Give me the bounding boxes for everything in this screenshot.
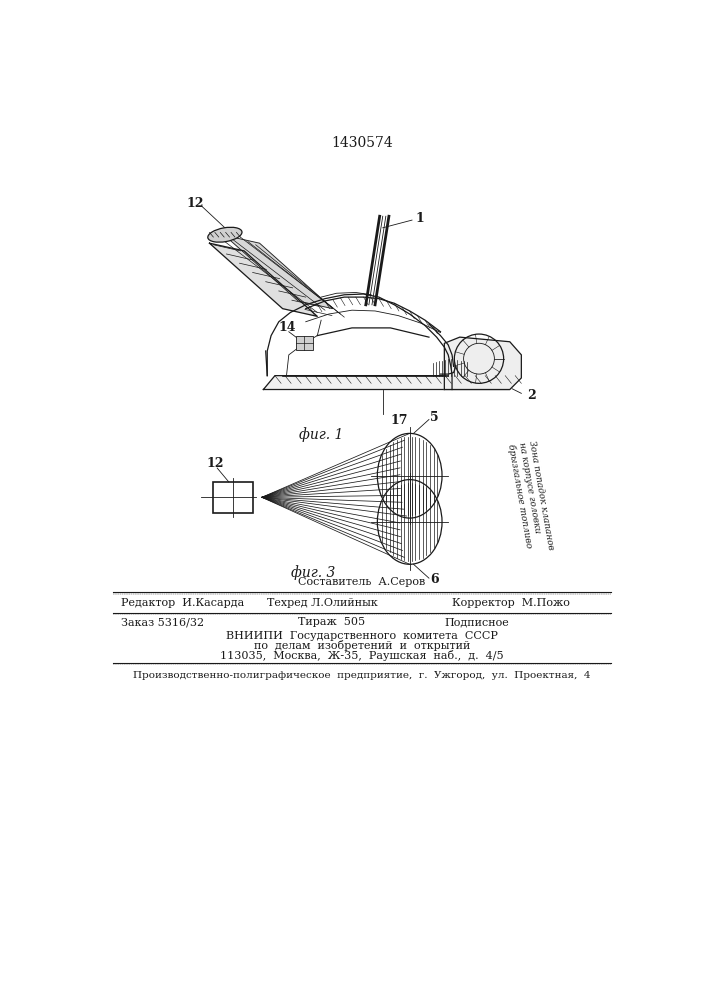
Text: ВНИИПИ  Государственного  комитета  СССР: ВНИИПИ Государственного комитета СССР <box>226 631 498 641</box>
Bar <box>213 482 252 513</box>
Text: фиг. 3: фиг. 3 <box>291 565 336 580</box>
Text: Составитель  А.Серов: Составитель А.Серов <box>298 577 426 587</box>
Text: 12: 12 <box>186 197 204 210</box>
Bar <box>296 336 312 350</box>
Text: Зона попадок клапанов
на корпусе головки
брызгальное топливо: Зона попадок клапанов на корпусе головки… <box>506 440 555 555</box>
Text: 2: 2 <box>527 389 536 402</box>
Polygon shape <box>264 376 521 389</box>
Text: Корректор  М.Пожо: Корректор М.Пожо <box>452 598 570 608</box>
Text: по  делам  изобретений  и  открытий: по делам изобретений и открытий <box>254 640 470 651</box>
Text: Заказ 5316/32: Заказ 5316/32 <box>121 617 204 627</box>
Text: 12: 12 <box>207 457 224 470</box>
Text: Производственно-полиграфическое  предприятие,  г.  Ужгород,  ул.  Проектная,  4: Производственно-полиграфическое предприя… <box>133 671 591 680</box>
Polygon shape <box>209 243 317 316</box>
Text: 6: 6 <box>431 573 439 586</box>
Text: 1430574: 1430574 <box>331 136 393 150</box>
Text: Подписное: Подписное <box>444 617 509 627</box>
Text: фиг. 1: фиг. 1 <box>299 427 344 442</box>
Text: Редактор  И.Касарда: Редактор И.Касарда <box>121 598 244 608</box>
Polygon shape <box>225 235 333 309</box>
Text: Тираж  505: Тираж 505 <box>298 617 366 627</box>
Text: Техред Л.Олийнык: Техред Л.Олийнык <box>267 598 378 608</box>
Text: 1: 1 <box>416 212 425 225</box>
Polygon shape <box>444 337 521 389</box>
Text: 14: 14 <box>279 321 296 334</box>
Ellipse shape <box>208 227 242 242</box>
Text: 17: 17 <box>390 414 408 427</box>
Text: 5: 5 <box>431 411 439 424</box>
Text: 113035,  Москва,  Ж-35,  Раушская  наб.,  д.  4/5: 113035, Москва, Ж-35, Раушская наб., д. … <box>220 650 504 661</box>
